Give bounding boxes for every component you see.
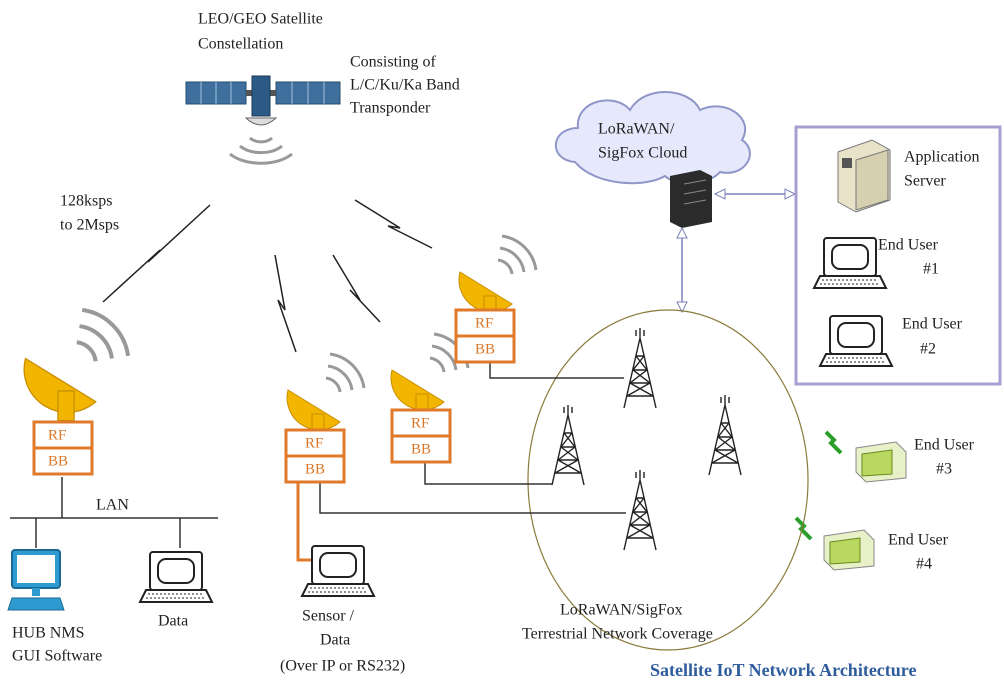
end-user-label: End User — [914, 437, 975, 454]
cloud-label: SigFox Cloud — [598, 145, 687, 162]
diagram: LEO/GEO Satellite Constellation Consisti… — [0, 0, 1004, 684]
rf-label: RF — [48, 427, 66, 443]
radio-link — [355, 200, 432, 248]
sensor-dish — [287, 354, 364, 436]
server-side — [856, 150, 888, 210]
end-user-1-icon — [814, 238, 886, 288]
radio-links — [103, 200, 432, 352]
data-label: Data — [158, 613, 188, 630]
sensor-label: Sensor / — [302, 608, 355, 625]
radio-link — [333, 255, 380, 322]
sensor-icon — [302, 546, 374, 596]
server-body — [670, 170, 712, 228]
screen-inner — [17, 555, 55, 583]
sensor-label: Data — [320, 632, 350, 649]
end-user-label: End User — [902, 316, 963, 333]
keyboard — [8, 598, 64, 610]
server-drive — [842, 158, 852, 168]
coverage-area — [528, 310, 808, 650]
end-user-2-icon — [820, 316, 892, 366]
body: LEO/GEO Satellite Constellation Consisti… — [0, 0, 1004, 684]
sensor-label: (Over IP or RS232) — [280, 658, 405, 675]
satellite-description: L/C/Ku/Ka Band — [350, 77, 460, 94]
page: Satellite IoT Network Architecture { "sa… — [0, 0, 1004, 684]
rf-label: RF — [475, 315, 493, 331]
end-user-label: #3 — [936, 461, 952, 478]
hub-dish — [24, 310, 128, 421]
satellite — [186, 76, 340, 163]
wireless-icon — [826, 432, 841, 453]
terminal-dish — [459, 236, 536, 318]
satellite-label: Constellation — [198, 36, 283, 53]
link-rate: 128ksps — [60, 193, 112, 210]
hub-nms-label: GUI Software — [12, 648, 102, 665]
signal-waves — [230, 138, 292, 163]
cloud-label: LoRaWAN/ — [598, 121, 675, 138]
bb-label: BB — [475, 341, 495, 357]
bb-label: BB — [48, 453, 68, 469]
end-user-4-icon — [824, 530, 874, 570]
wire — [320, 482, 626, 513]
link-rate: to 2Msps — [60, 217, 119, 234]
rf-label: RF — [411, 415, 429, 431]
coverage-label: Terrestrial Network Coverage — [522, 626, 713, 643]
end-user-label: #2 — [920, 341, 936, 358]
bb-label: BB — [411, 441, 431, 457]
coverage-label: LoRaWAN/SigFox — [560, 602, 683, 619]
tower — [552, 405, 584, 485]
rf-label: RF — [305, 435, 323, 451]
hub-nms-icon — [8, 550, 64, 610]
serial-link — [298, 482, 312, 560]
radio-link — [275, 255, 296, 352]
satellite-description: Transponder — [350, 100, 431, 117]
bb-label: BB — [305, 461, 325, 477]
lan-label: LAN — [96, 497, 129, 514]
hub-nms-label: HUB NMS — [12, 625, 84, 642]
tower — [624, 328, 656, 408]
caption: Satellite IoT Network Architecture — [650, 660, 916, 680]
satellite-label: LEO/GEO Satellite — [198, 11, 323, 28]
satellite-description: Consisting of — [350, 54, 436, 71]
bus — [252, 76, 270, 116]
application-server-label: Server — [904, 173, 946, 190]
tower — [624, 470, 656, 550]
stand — [32, 588, 40, 596]
end-user-label: End User — [888, 532, 949, 549]
end-user-label: End User — [878, 237, 939, 254]
wire — [425, 462, 552, 484]
antenna — [246, 118, 276, 125]
application-server-icon — [838, 140, 890, 212]
end-user-label: #4 — [916, 556, 932, 573]
tower — [709, 395, 741, 475]
application-server-label: Application — [904, 149, 980, 166]
end-user-label: #1 — [923, 261, 939, 278]
data-icon — [140, 552, 212, 602]
end-user-3-icon — [856, 442, 906, 482]
cloud-server — [670, 170, 712, 228]
